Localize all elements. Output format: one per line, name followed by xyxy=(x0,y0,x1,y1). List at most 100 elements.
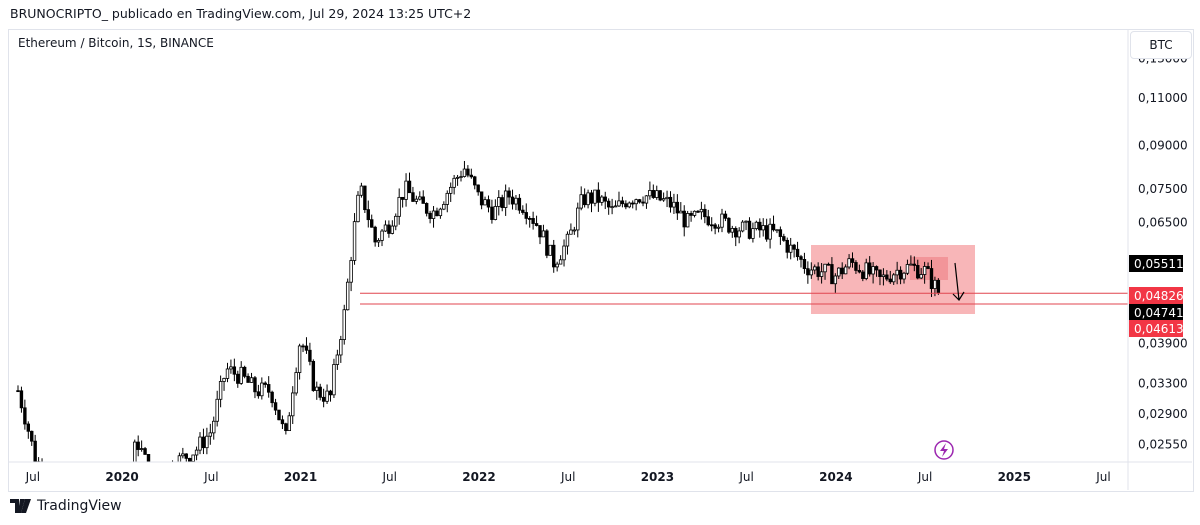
candle-body xyxy=(297,345,302,373)
candle-body xyxy=(861,271,865,279)
candle-body xyxy=(902,272,906,280)
candle-body xyxy=(120,514,123,525)
candle-body xyxy=(349,260,353,283)
candle-body xyxy=(665,196,669,200)
candle-body xyxy=(428,212,432,219)
candle-body xyxy=(16,390,20,393)
candle-body xyxy=(840,267,844,275)
candle-body xyxy=(356,194,360,223)
candle-body xyxy=(435,210,439,217)
candle-body xyxy=(390,225,395,234)
candle-body xyxy=(692,210,697,216)
x-tick-label: 2023 xyxy=(641,470,674,484)
candle-body xyxy=(514,197,518,205)
candle-body xyxy=(936,279,941,294)
x-tick-label: 2025 xyxy=(998,470,1031,484)
candle-body xyxy=(565,233,570,247)
candle-body xyxy=(586,192,590,206)
lightning-glyph xyxy=(940,443,948,457)
candle-body xyxy=(909,263,913,266)
y-tick-label: 0,03300 xyxy=(1138,376,1188,390)
candle-body xyxy=(400,196,405,200)
candle-body xyxy=(527,218,532,220)
candle-body xyxy=(72,514,75,516)
candle-body xyxy=(366,209,370,221)
candle-body xyxy=(236,373,240,384)
candle-body xyxy=(181,453,185,457)
candle-body xyxy=(600,196,604,203)
candle-body xyxy=(675,201,680,214)
candle-body xyxy=(215,398,219,422)
candle-body xyxy=(531,218,535,224)
candle-body xyxy=(222,378,226,382)
candle-body xyxy=(648,190,652,197)
candle-body xyxy=(497,197,501,207)
candle-body xyxy=(151,473,154,478)
candle-body xyxy=(837,267,841,277)
candle-body xyxy=(754,221,759,229)
candle-body xyxy=(232,366,237,375)
candle-body xyxy=(658,190,662,201)
candle-body xyxy=(579,194,583,209)
price-label-text: 0,05511 xyxy=(1134,257,1184,271)
candle-body xyxy=(847,258,851,268)
candle-body xyxy=(788,244,793,253)
candle-body xyxy=(462,168,467,177)
candle-body xyxy=(263,382,267,385)
candle-body xyxy=(895,269,899,276)
candle-body xyxy=(452,177,456,188)
candle-body xyxy=(407,180,412,194)
candle-body xyxy=(569,229,573,235)
candle-body xyxy=(799,256,803,260)
candle-body xyxy=(253,377,257,393)
currency-button[interactable]: BTC xyxy=(1130,31,1192,59)
candle-body xyxy=(469,174,474,178)
candle-body xyxy=(260,382,264,397)
candle-body xyxy=(802,259,807,270)
candle-body xyxy=(620,200,625,205)
candle-body xyxy=(301,345,305,348)
candle-body xyxy=(194,449,199,456)
candle-body xyxy=(524,212,528,219)
y-tick-label: 0,02550 xyxy=(1138,437,1188,451)
candle-body xyxy=(61,520,64,522)
candle-body xyxy=(541,230,546,238)
candle-body xyxy=(397,196,401,217)
candle-body xyxy=(819,271,824,277)
candle-body xyxy=(376,240,381,243)
x-tick-label: Jul xyxy=(382,470,397,484)
candle-body xyxy=(631,202,635,205)
candle-body xyxy=(867,262,872,275)
y-tick-label: 0,09000 xyxy=(1138,139,1188,153)
candle-body xyxy=(164,477,167,478)
candle-body xyxy=(424,203,429,214)
price-label-text: 0,04613 xyxy=(1134,322,1184,336)
candle-body xyxy=(171,465,174,473)
x-tick-label: 2020 xyxy=(105,470,138,484)
candle-body xyxy=(634,199,638,205)
candle-body xyxy=(764,225,769,240)
candle-body xyxy=(442,203,446,210)
x-tick-label: 2022 xyxy=(462,470,495,484)
x-tick-label: Jul xyxy=(917,470,932,484)
candle-body xyxy=(727,217,731,233)
candle-body xyxy=(294,372,298,394)
candle-body xyxy=(321,396,326,402)
candle-body xyxy=(720,213,724,228)
candle-body xyxy=(411,192,415,202)
candle-body xyxy=(277,409,281,421)
candle-body xyxy=(713,224,717,229)
x-tick-label: Jul xyxy=(203,470,218,484)
candle-body xyxy=(188,457,192,462)
candle-body xyxy=(438,208,443,217)
candle-body xyxy=(445,192,449,205)
down-arrow-drawing[interactable] xyxy=(952,262,965,301)
candle-body xyxy=(833,275,838,285)
candle-body xyxy=(473,176,477,186)
x-tick-label: 2024 xyxy=(819,470,852,484)
candle-body xyxy=(610,206,614,209)
candle-body xyxy=(878,269,882,277)
candle-body xyxy=(479,191,484,206)
candle-body xyxy=(154,473,157,477)
